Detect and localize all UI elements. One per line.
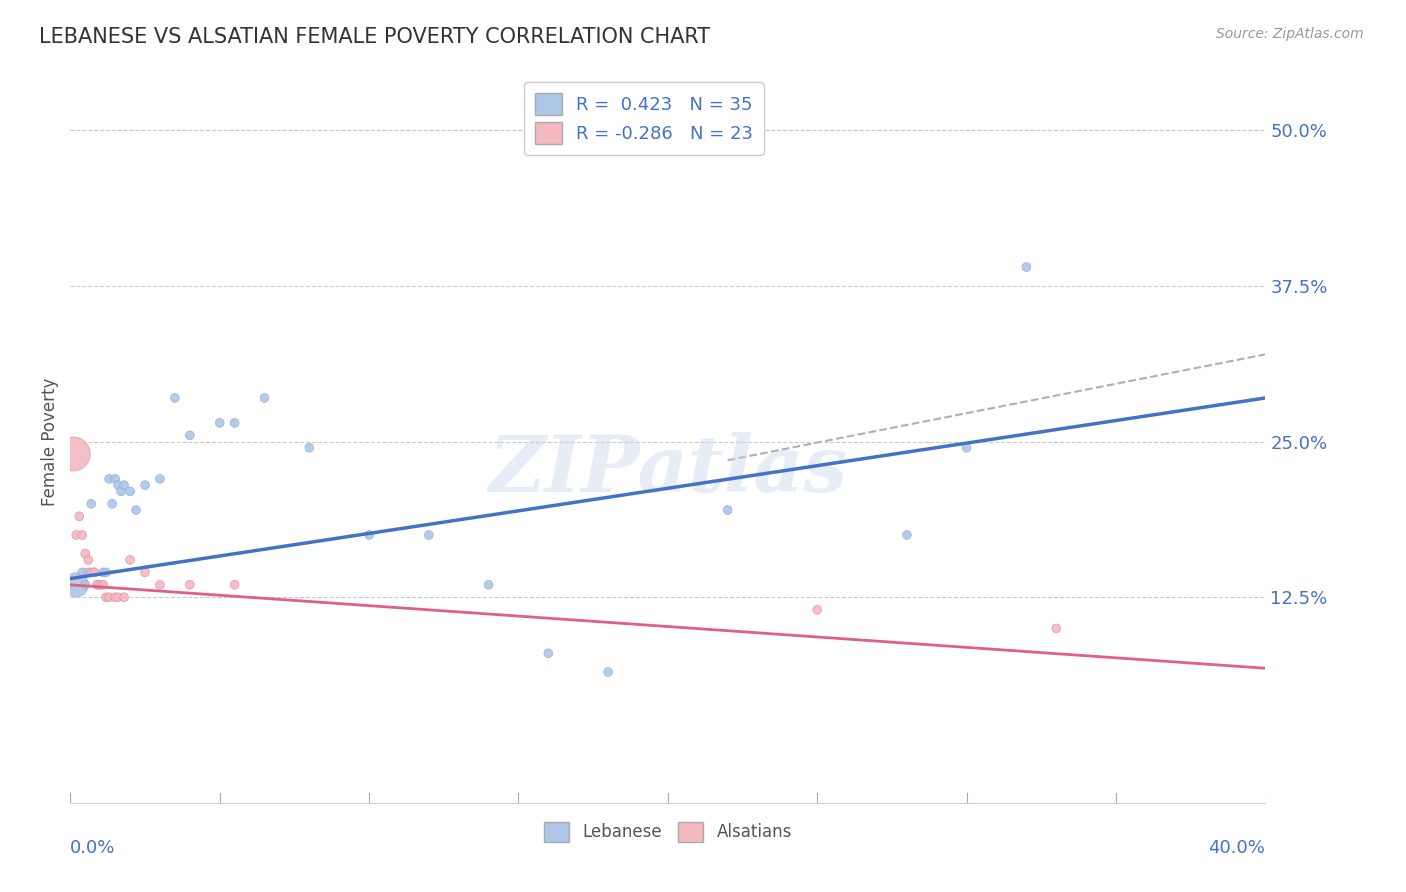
Point <box>1015 260 1038 274</box>
Point <box>896 528 918 542</box>
Point <box>96 591 118 605</box>
Point <box>120 484 141 499</box>
Point <box>62 447 84 461</box>
Point <box>149 578 172 592</box>
Point <box>179 578 201 592</box>
Point <box>70 528 93 542</box>
Text: 40.0%: 40.0% <box>1209 838 1265 857</box>
Point <box>134 478 156 492</box>
Point <box>91 566 114 580</box>
Y-axis label: Female Poverty: Female Poverty <box>41 377 59 506</box>
Point <box>224 416 246 430</box>
Point <box>478 578 501 592</box>
Point <box>77 553 100 567</box>
Point <box>98 472 121 486</box>
Point <box>107 478 129 492</box>
Point <box>208 416 231 430</box>
Point <box>80 497 103 511</box>
Point <box>956 441 979 455</box>
Point <box>65 528 87 542</box>
Point <box>70 566 93 580</box>
Point <box>149 472 172 486</box>
Point <box>179 428 201 442</box>
Point <box>75 547 97 561</box>
Point <box>77 566 100 580</box>
Point <box>1045 621 1067 635</box>
Text: LEBANESE VS ALSATIAN FEMALE POVERTY CORRELATION CHART: LEBANESE VS ALSATIAN FEMALE POVERTY CORR… <box>39 27 710 46</box>
Point <box>806 603 828 617</box>
Point <box>96 566 118 580</box>
Point <box>224 578 246 592</box>
Point <box>104 591 127 605</box>
Point <box>89 578 111 592</box>
Point <box>125 503 148 517</box>
Point <box>112 591 135 605</box>
Point <box>598 665 620 679</box>
Point <box>67 509 90 524</box>
Point <box>120 553 141 567</box>
Point <box>110 484 132 499</box>
Point <box>112 478 135 492</box>
Point <box>537 646 560 660</box>
Point <box>75 578 97 592</box>
Point <box>717 503 740 517</box>
Point <box>253 391 276 405</box>
Text: Source: ZipAtlas.com: Source: ZipAtlas.com <box>1216 27 1364 41</box>
Point <box>80 566 103 580</box>
Point <box>98 591 121 605</box>
Text: 0.0%: 0.0% <box>70 838 115 857</box>
Point <box>134 566 156 580</box>
Point <box>83 566 105 580</box>
Point <box>83 566 105 580</box>
Legend: Lebanese, Alsatians: Lebanese, Alsatians <box>537 815 799 848</box>
Point <box>86 578 108 592</box>
Text: ZIPatlas: ZIPatlas <box>488 433 848 508</box>
Point <box>107 591 129 605</box>
Point <box>104 472 127 486</box>
Point <box>91 578 114 592</box>
Point <box>65 578 87 592</box>
Point <box>418 528 440 542</box>
Point <box>86 578 108 592</box>
Point <box>89 578 111 592</box>
Point <box>101 497 124 511</box>
Point <box>163 391 186 405</box>
Point <box>359 528 381 542</box>
Point <box>298 441 321 455</box>
